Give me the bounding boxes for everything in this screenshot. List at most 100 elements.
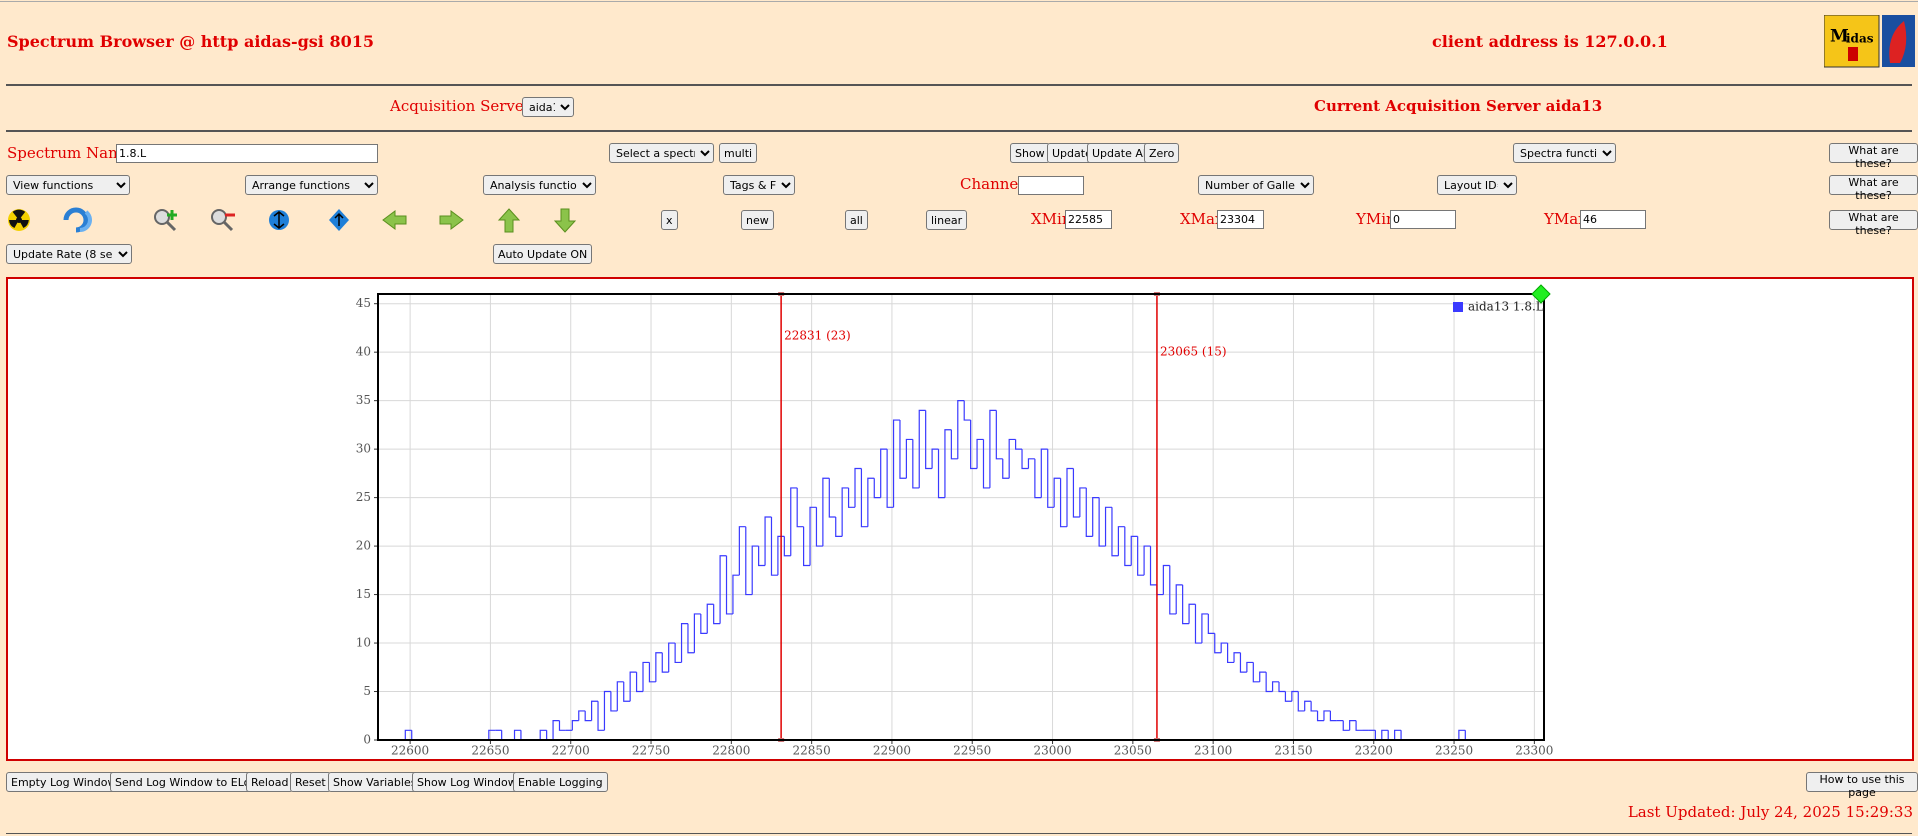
- histogram-step: [1387, 730, 1395, 740]
- update-all-button[interactable]: Update All: [1087, 143, 1154, 163]
- histogram-step: [1111, 507, 1119, 557]
- show-button[interactable]: Show: [1010, 143, 1050, 163]
- histogram-step: [758, 546, 766, 567]
- histogram-step: [1310, 701, 1318, 712]
- histogram-step: [597, 701, 605, 731]
- histogram-step: [1394, 729, 1402, 740]
- histogram-step: [841, 487, 849, 537]
- x-tick-label: 22750: [632, 744, 670, 758]
- icon[interactable]: [63, 207, 92, 233]
- icon[interactable]: [329, 209, 349, 231]
- histogram-step: [1021, 449, 1029, 470]
- histogram-step: [1143, 545, 1151, 576]
- icon[interactable]: [382, 210, 407, 230]
- help-button[interactable]: What are these?: [1829, 143, 1918, 170]
- footer-button[interactable]: Empty Log Window: [6, 772, 122, 792]
- xmax-input[interactable]: [1217, 210, 1264, 229]
- layout-select[interactable]: Layout ID=3: [1437, 175, 1517, 195]
- histogram-step: [1015, 439, 1023, 450]
- server-select[interactable]: aida13: [522, 97, 574, 117]
- histogram-step: [1149, 546, 1157, 586]
- histogram-step: [1066, 467, 1074, 527]
- histogram-step: [1092, 497, 1100, 537]
- update-rate[interactable]: Update Rate (8 secs): [6, 244, 132, 264]
- marker-label: 23065 (15): [1160, 345, 1227, 359]
- x-tick-label: 22600: [391, 744, 429, 758]
- histogram-step: [976, 438, 984, 469]
- y-tick-label: 40: [356, 345, 371, 359]
- update-button[interactable]: Update: [1047, 143, 1097, 163]
- all-button[interactable]: all: [845, 210, 868, 230]
- legend-label: aida13 1.8.L: [1468, 300, 1544, 314]
- icon[interactable]: [553, 208, 577, 233]
- footer-button[interactable]: Send Log Window to ELog: [110, 772, 263, 792]
- histogram-step: [700, 613, 708, 634]
- histogram-step: [1085, 487, 1093, 537]
- histogram-step: [1182, 584, 1190, 625]
- histogram-step: [1214, 633, 1222, 654]
- histogram-step: [1047, 449, 1055, 508]
- y-tick-label: 45: [356, 296, 371, 310]
- channel-input[interactable]: [1018, 176, 1084, 195]
- histogram-step: [558, 720, 566, 731]
- histogram-step: [1458, 729, 1466, 740]
- new-button[interactable]: new: [741, 210, 774, 230]
- footer-button[interactable]: Reload: [246, 772, 294, 792]
- icon[interactable]: [211, 209, 235, 232]
- help-button[interactable]: What are these?: [1829, 175, 1918, 202]
- help-button[interactable]: What are these?: [1829, 210, 1918, 237]
- icon[interactable]: [269, 210, 289, 230]
- xmin-input[interactable]: [1065, 210, 1112, 229]
- tags-fits[interactable]: Tags & Fits: [723, 175, 795, 195]
- histogram-step: [732, 574, 740, 614]
- spectrum-name-input[interactable]: [116, 144, 378, 163]
- how-to-button[interactable]: How to use this page: [1806, 772, 1918, 799]
- arrange-functions[interactable]: Arrange functions: [245, 175, 378, 195]
- spectra-functions[interactable]: Spectra functions: [1513, 143, 1616, 163]
- histogram-step: [1207, 613, 1215, 634]
- icon[interactable]: [439, 210, 464, 230]
- histogram-step: [1355, 720, 1363, 731]
- linear-button[interactable]: linear: [926, 210, 968, 230]
- auto-update-button[interactable]: Auto Update ON: [493, 244, 593, 264]
- galleries-select[interactable]: Number of Galleries: [1198, 175, 1314, 195]
- histogram-step: [1162, 564, 1170, 595]
- histogram-step: [1284, 691, 1292, 702]
- view-functions[interactable]: View functions: [6, 175, 130, 195]
- histogram-step: [1137, 536, 1145, 576]
- footer-button[interactable]: Show Log Window: [412, 772, 522, 792]
- analysis-functions[interactable]: Analysis functions: [483, 175, 596, 195]
- spectrum-select[interactable]: Select a spectrum: [609, 143, 714, 163]
- histogram-step: [1053, 477, 1061, 508]
- histogram-step: [1169, 565, 1177, 615]
- icon[interactable]: [154, 209, 177, 232]
- histogram-step: [957, 400, 965, 459]
- histogram-step: [1027, 458, 1035, 469]
- icon[interactable]: [8, 209, 30, 231]
- histogram-step: [867, 477, 875, 527]
- x-tick-label: 22800: [712, 744, 750, 758]
- histogram-step: [591, 700, 599, 721]
- histogram-step: [1291, 690, 1299, 702]
- icon[interactable]: [497, 208, 521, 233]
- multi-button[interactable]: multi: [719, 143, 758, 163]
- xmax-label: XMax: [1180, 210, 1224, 228]
- histogram-step: [610, 691, 618, 712]
- current-server: Current Acquisition Server aida13: [1314, 97, 1603, 115]
- histogram-step: [1079, 487, 1087, 517]
- histogram-step: [1271, 681, 1279, 692]
- ymax-label: YMax: [1544, 210, 1587, 228]
- x-tick-label: 22650: [471, 744, 509, 758]
- ymax-input[interactable]: [1580, 210, 1646, 229]
- footer-button[interactable]: Reset: [290, 772, 331, 792]
- client-address: client address is 127.0.0.1: [1432, 32, 1668, 51]
- histogram-step: [635, 672, 643, 693]
- footer-button[interactable]: Show Variables: [328, 772, 422, 792]
- x-tick-label: 23100: [1194, 744, 1232, 758]
- ymin-input[interactable]: [1390, 210, 1456, 229]
- footer-button[interactable]: Enable Logging: [513, 772, 608, 792]
- zero-button[interactable]: Zero: [1144, 143, 1180, 163]
- x-tick-label: 22700: [552, 744, 590, 758]
- x-button[interactable]: x: [661, 210, 678, 230]
- histogram-step: [1194, 604, 1202, 644]
